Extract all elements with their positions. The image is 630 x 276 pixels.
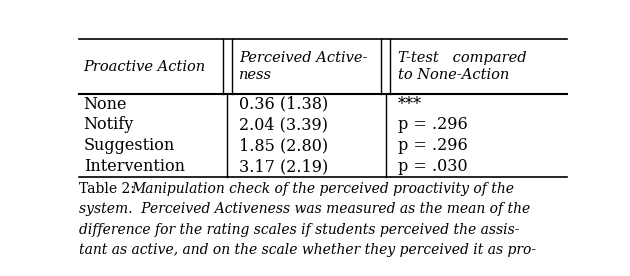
Text: None: None [84, 95, 127, 113]
Text: T-test   compared
to None-Action: T-test compared to None-Action [398, 52, 526, 82]
Text: system.  Perceived Activeness was measured as the mean of the: system. Perceived Activeness was measure… [79, 203, 530, 216]
Text: Proactive Action: Proactive Action [84, 60, 206, 74]
Text: tant as active, and on the scale whether they perceived it as pro-: tant as active, and on the scale whether… [79, 243, 536, 257]
Text: difference for the rating scales if students perceived the assis-: difference for the rating scales if stud… [79, 223, 519, 237]
Text: p = .296: p = .296 [398, 116, 467, 133]
Text: p = .296: p = .296 [398, 137, 467, 154]
Text: Suggestion: Suggestion [84, 137, 175, 154]
Text: ***: *** [398, 95, 421, 113]
Text: 1.85 (2.80): 1.85 (2.80) [239, 137, 328, 154]
Text: Intervention: Intervention [84, 158, 185, 175]
Text: 0.36 (1.38): 0.36 (1.38) [239, 95, 328, 113]
Text: Perceived Active-
ness: Perceived Active- ness [239, 52, 367, 82]
Text: Table 2:: Table 2: [79, 182, 139, 196]
Text: 2.04 (3.39): 2.04 (3.39) [239, 116, 328, 133]
Text: Manipulation check of the perceived proactivity of the: Manipulation check of the perceived proa… [132, 182, 515, 196]
Text: Notify: Notify [84, 116, 134, 133]
Text: p = .030: p = .030 [398, 158, 467, 175]
Text: 3.17 (2.19): 3.17 (2.19) [239, 158, 328, 175]
